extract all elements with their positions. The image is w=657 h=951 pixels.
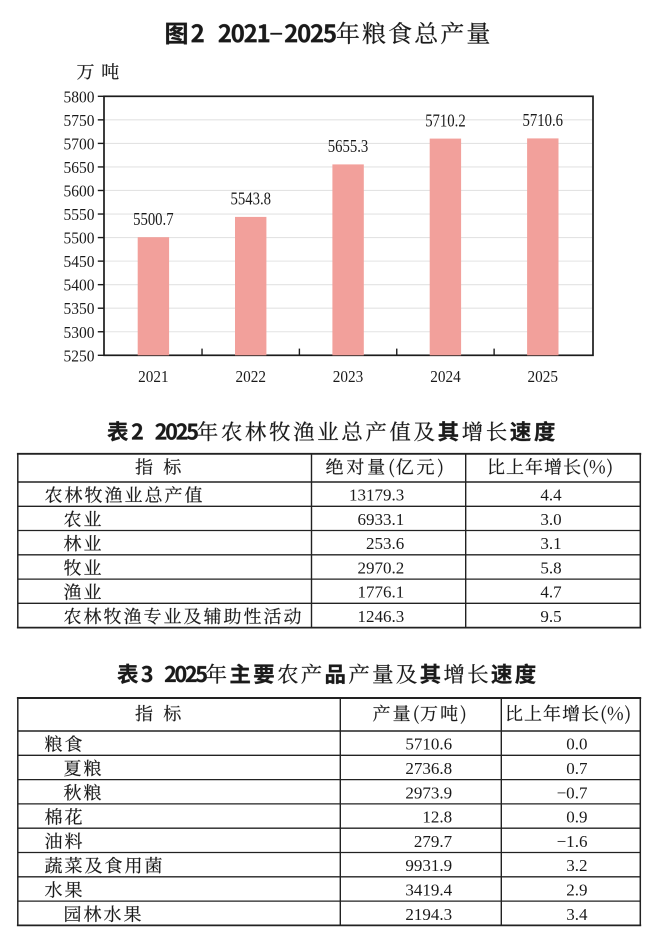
svg-text:5800: 5800 xyxy=(64,87,95,106)
svg-text:.1: .1 xyxy=(392,510,405,529)
svg-text:.3: .3 xyxy=(392,486,405,505)
svg-text:0: 0 xyxy=(566,759,575,778)
svg-text:9: 9 xyxy=(540,607,549,626)
svg-text:5500: 5500 xyxy=(64,229,95,248)
svg-text:5710.2: 5710.2 xyxy=(425,110,466,130)
svg-text:2736: 2736 xyxy=(405,759,439,778)
svg-text:5600: 5600 xyxy=(64,182,95,201)
svg-text:.7: .7 xyxy=(575,783,588,802)
svg-text:3: 3 xyxy=(566,856,575,875)
svg-text:5500.7: 5500.7 xyxy=(133,209,174,229)
svg-text:12: 12 xyxy=(422,808,439,827)
svg-text:5710: 5710 xyxy=(405,735,439,754)
svg-text:4: 4 xyxy=(540,583,549,602)
svg-text:5700: 5700 xyxy=(64,134,95,153)
svg-text:.9: .9 xyxy=(575,808,588,827)
svg-text:5655.3: 5655.3 xyxy=(328,136,369,156)
svg-text:9931: 9931 xyxy=(405,856,439,875)
svg-text:.4: .4 xyxy=(439,881,452,900)
svg-text:2973: 2973 xyxy=(405,783,439,802)
svg-text:.6: .6 xyxy=(575,832,588,851)
svg-text:5450: 5450 xyxy=(64,252,95,271)
svg-text:.9: .9 xyxy=(575,881,588,900)
svg-text:.5: .5 xyxy=(549,607,562,626)
svg-text:1776: 1776 xyxy=(358,583,392,602)
svg-text:5: 5 xyxy=(540,559,549,578)
svg-text:2194: 2194 xyxy=(405,905,440,924)
svg-text:5250: 5250 xyxy=(64,346,95,365)
svg-text:.6: .6 xyxy=(392,534,405,553)
svg-text:.7: .7 xyxy=(439,832,452,851)
svg-text:.4: .4 xyxy=(575,905,588,924)
svg-text:5350: 5350 xyxy=(64,299,95,318)
svg-text:.8: .8 xyxy=(439,759,452,778)
svg-text:.7: .7 xyxy=(575,759,588,778)
svg-text:5543.8: 5543.8 xyxy=(231,189,272,209)
svg-text:.9: .9 xyxy=(439,783,452,802)
svg-text:2970: 2970 xyxy=(358,559,392,578)
svg-text:2022: 2022 xyxy=(236,367,267,386)
svg-text:6933: 6933 xyxy=(358,510,392,529)
svg-text:.8: .8 xyxy=(549,559,562,578)
svg-text:2021: 2021 xyxy=(138,367,169,386)
svg-text:2025: 2025 xyxy=(528,367,559,386)
svg-text:4: 4 xyxy=(540,486,549,505)
svg-text:2: 2 xyxy=(566,881,575,900)
svg-text:0: 0 xyxy=(566,808,575,827)
svg-text:0: 0 xyxy=(566,735,575,754)
svg-text:253: 253 xyxy=(366,534,392,553)
svg-text:.1: .1 xyxy=(392,583,405,602)
svg-text:−0: −0 xyxy=(557,783,575,802)
svg-text:5300: 5300 xyxy=(64,323,95,342)
svg-text:13179: 13179 xyxy=(349,486,392,505)
svg-text:−1: −1 xyxy=(557,832,575,851)
svg-text:3419: 3419 xyxy=(405,881,439,900)
svg-text:5650: 5650 xyxy=(64,158,95,177)
svg-text:5750: 5750 xyxy=(64,111,95,130)
svg-text:279: 279 xyxy=(414,832,440,851)
svg-text:.9: .9 xyxy=(439,856,452,875)
svg-text:3: 3 xyxy=(566,905,575,924)
svg-text:5400: 5400 xyxy=(64,276,95,295)
svg-text:.7: .7 xyxy=(549,583,562,602)
svg-text:.3: .3 xyxy=(392,607,405,626)
svg-text:.4: .4 xyxy=(549,486,562,505)
svg-text:3: 3 xyxy=(540,510,549,529)
svg-text:.2: .2 xyxy=(392,559,405,578)
svg-text:.6: .6 xyxy=(439,735,452,754)
svg-text:.2: .2 xyxy=(575,856,588,875)
svg-text:5710.6: 5710.6 xyxy=(523,110,564,130)
svg-text:3: 3 xyxy=(540,534,549,553)
svg-text:2023: 2023 xyxy=(333,367,364,386)
svg-text:.1: .1 xyxy=(549,534,562,553)
svg-text:.3: .3 xyxy=(439,905,452,924)
svg-text:.0: .0 xyxy=(549,510,562,529)
svg-text:.8: .8 xyxy=(439,808,452,827)
svg-text:2024: 2024 xyxy=(430,367,461,386)
svg-text:5550: 5550 xyxy=(64,205,95,224)
svg-text:1246: 1246 xyxy=(358,607,392,626)
svg-text:.0: .0 xyxy=(575,735,588,754)
